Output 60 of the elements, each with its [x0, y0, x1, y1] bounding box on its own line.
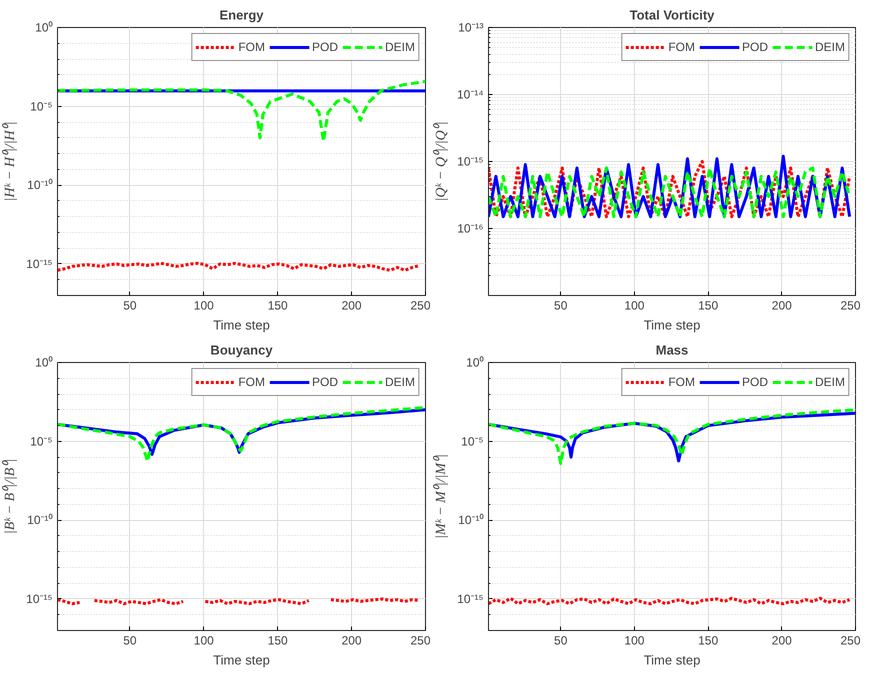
y-axis-title: |Hᵏ − H⁰|/|H⁰| [2, 122, 18, 202]
x-tick-label: 200 [342, 634, 362, 648]
x-axis-title: Time step [644, 652, 700, 668]
y-tick-label: 10⁻⁵ [461, 434, 484, 448]
legend-label: FOM [668, 40, 695, 54]
x-axis-title: Time step [213, 318, 270, 332]
chart-title: Mass [656, 342, 688, 358]
x-tick-label: 100 [624, 634, 645, 648]
x-tick-label: 50 [123, 634, 137, 648]
legend-label: DEIM [815, 375, 845, 389]
x-tick-label: 100 [194, 634, 214, 648]
legend-label: FOM [238, 40, 265, 54]
chart-title: Bouyancy [210, 342, 274, 358]
x-tick-label: 150 [698, 634, 718, 648]
y-tick-label: 10⁻¹³ [458, 20, 484, 34]
x-tick-label: 250 [840, 634, 861, 648]
y-tick-label: 10⁻¹⁵ [26, 256, 53, 271]
y-tick-label: 10⁻¹⁶ [457, 222, 484, 236]
x-axis-title: Time step [644, 318, 700, 332]
x-tick-label: 250 [410, 298, 431, 312]
x-tick-label: 250 [840, 298, 861, 312]
y-tick-label: 10⁻¹⁵ [457, 154, 484, 168]
y-tick-label: 10⁻¹⁵ [457, 592, 484, 606]
legend-label: DEIM [385, 40, 415, 54]
y-tick-label: 10⁰ [466, 356, 484, 370]
y-axis-title: |Qᵏ − Q⁰|/|Q⁰| [433, 122, 449, 202]
legend-label: POD [742, 375, 768, 389]
y-tick-label: 10⁻¹⁵ [26, 592, 53, 606]
y-axis-title: |Bᵏ − B⁰|/|B⁰| [2, 458, 18, 534]
x-tick-label: 250 [410, 634, 431, 648]
y-tick-label: 10⁰ [35, 20, 53, 34]
x-tick-label: 100 [194, 298, 214, 312]
x-tick-label: 50 [123, 298, 137, 312]
x-tick-label: 50 [554, 634, 568, 648]
x-tick-label: 150 [268, 634, 288, 648]
y-axis-title: |Mᵏ − M⁰|/|M⁰| [433, 454, 450, 539]
y-tick-label: 10⁻¹⁴ [457, 88, 484, 102]
legend-label: FOM [668, 375, 695, 389]
y-tick-label: 10⁻¹⁰ [458, 513, 484, 528]
x-axis-title: Time step [213, 652, 270, 668]
x-tick-label: 200 [772, 634, 792, 648]
legend-label: DEIM [385, 375, 415, 389]
x-tick-label: 200 [772, 298, 792, 312]
x-tick-label: 200 [342, 298, 362, 312]
legend-label: POD [312, 40, 338, 54]
x-tick-label: 150 [268, 298, 288, 312]
y-tick-label: 10⁻⁵ [30, 434, 53, 448]
legend-label: POD [312, 375, 338, 389]
legend-label: DEIM [815, 40, 845, 54]
y-tick-label: 10⁰ [35, 356, 53, 370]
y-tick-label: 10⁻¹⁰ [27, 178, 52, 192]
y-tick-label: 10⁻¹⁰ [27, 513, 52, 528]
x-tick-label: 100 [624, 298, 645, 312]
x-tick-label: 50 [554, 298, 568, 312]
chart-title: Energy [219, 8, 264, 22]
legend-label: POD [742, 40, 768, 54]
legend-label: FOM [238, 375, 265, 389]
chart-title: Total Vorticity [630, 8, 716, 22]
y-tick-label: 10⁻⁵ [30, 99, 53, 114]
x-tick-label: 150 [698, 298, 718, 312]
